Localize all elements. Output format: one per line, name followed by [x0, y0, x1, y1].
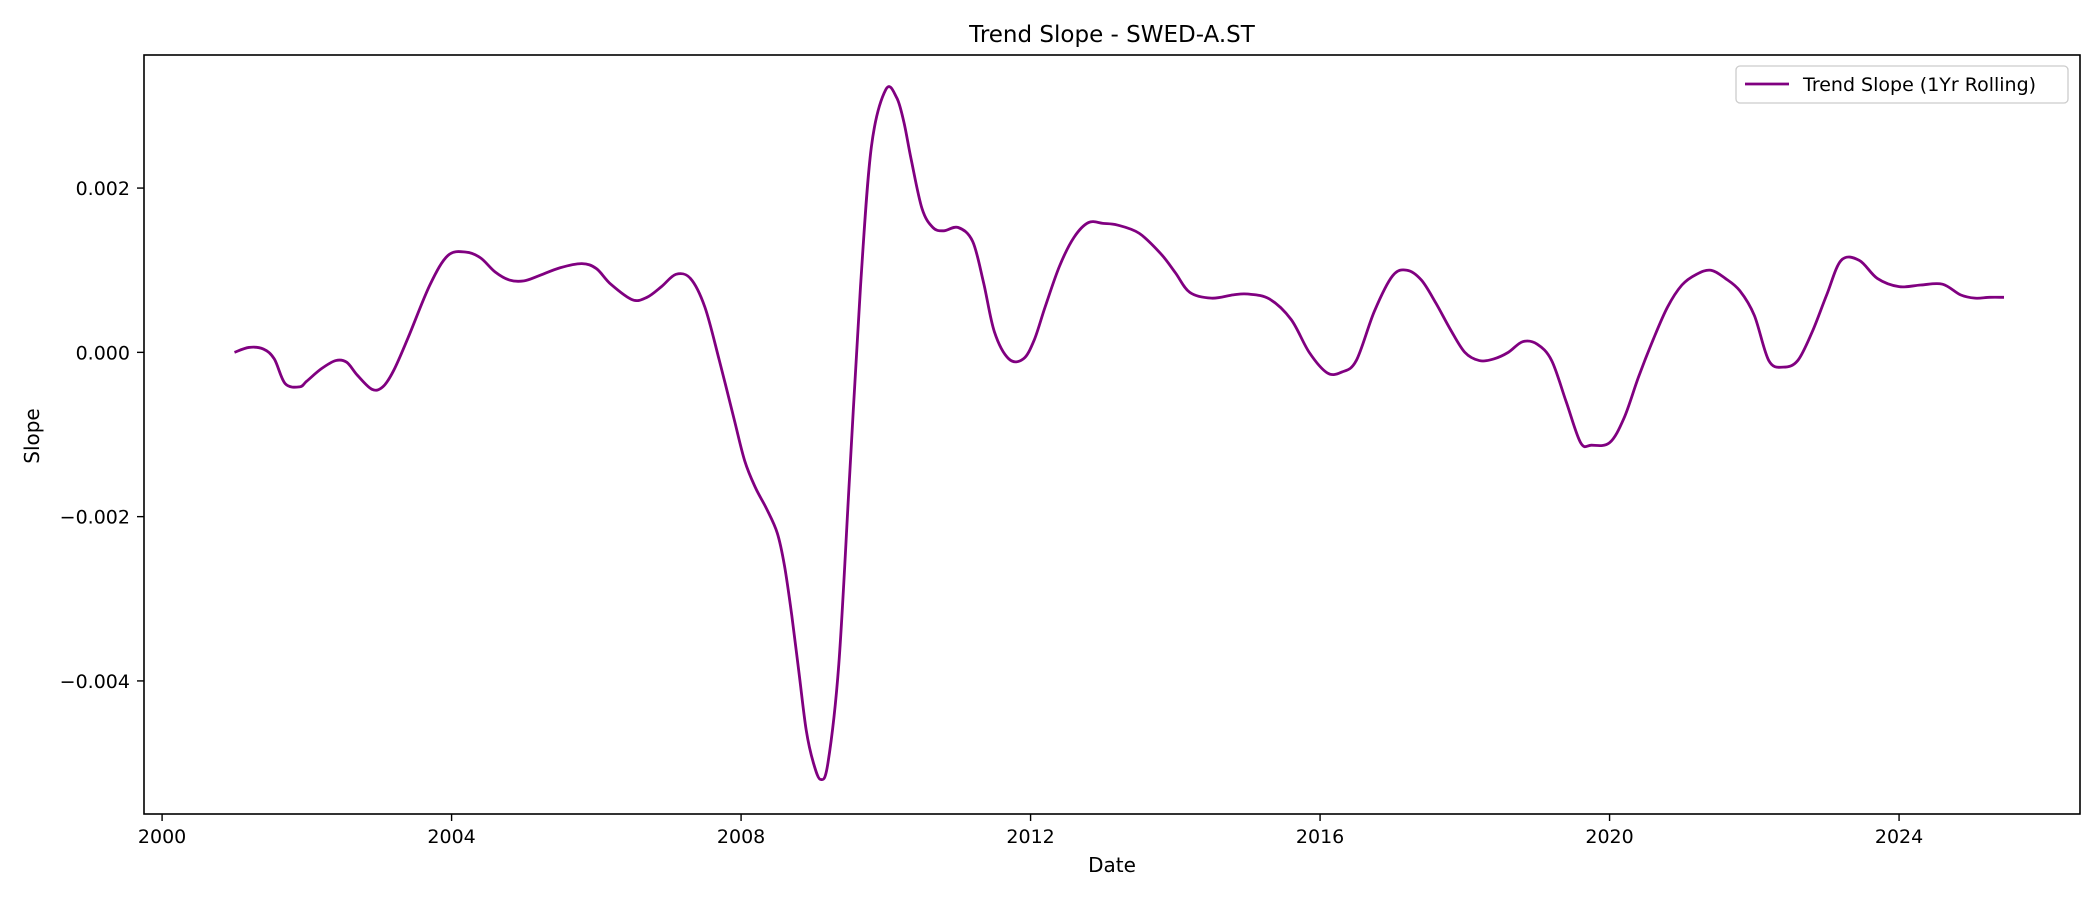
- x-tick-label: 2004: [427, 826, 475, 848]
- y-tick-label: −0.002: [60, 507, 130, 529]
- chart-title: Trend Slope - SWED-A.ST: [968, 22, 1256, 48]
- x-tick-label: 2012: [1006, 826, 1054, 848]
- legend-box: [1735, 65, 2069, 104]
- legend: Trend Slope (1Yr Rolling): [1735, 65, 2069, 104]
- legend-label: Trend Slope (1Yr Rolling): [1802, 74, 2036, 96]
- x-tick-label: 2020: [1585, 826, 1633, 848]
- y-tick-label: 0.002: [76, 178, 130, 200]
- y-tick-label: −0.004: [60, 671, 130, 693]
- x-axis: 2000 2004 2008 2012 2016 2020 2024: [138, 814, 1923, 848]
- x-tick-label: 2024: [1875, 826, 1923, 848]
- y-axis: 0.002 0.000 −0.002 −0.004: [60, 178, 144, 693]
- x-tick-label: 2000: [138, 826, 186, 848]
- x-axis-label: Date: [1088, 853, 1136, 877]
- series-layer: [233, 85, 2005, 782]
- y-tick-label: 0.000: [76, 342, 130, 364]
- plot-area: [143, 54, 2081, 815]
- x-tick-label: 2008: [717, 826, 765, 848]
- series-line-trend-slope: [233, 85, 2005, 782]
- y-axis-label: Slope: [20, 408, 44, 464]
- x-tick-label: 2016: [1296, 826, 1344, 848]
